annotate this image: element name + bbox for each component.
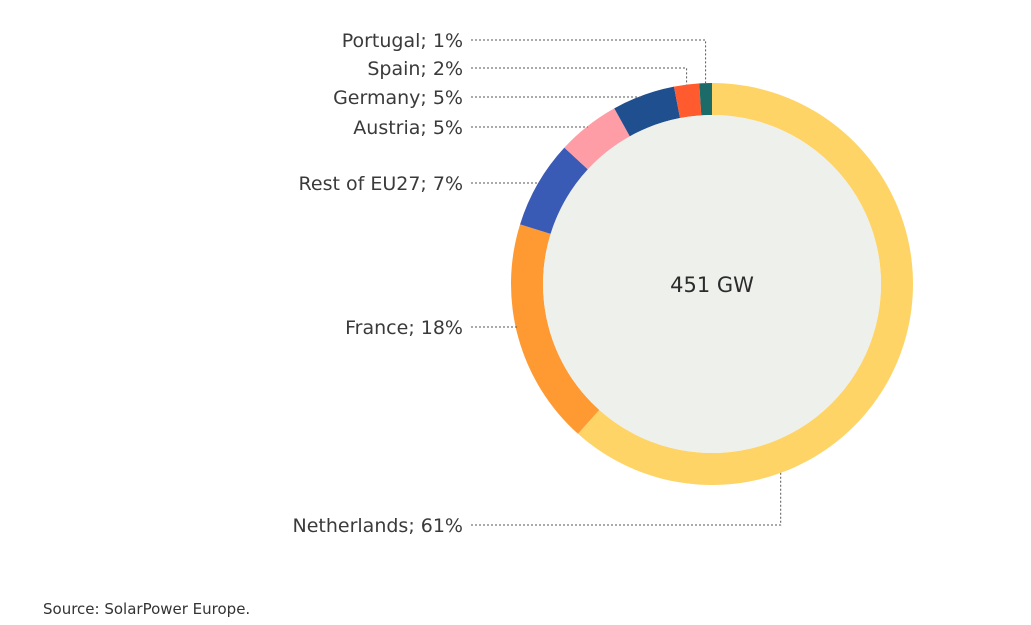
leader-line — [471, 67, 688, 85]
slice-label: Netherlands; 61% — [293, 515, 464, 537]
slice-label: Spain; 2% — [367, 58, 463, 80]
slice-austria — [564, 108, 630, 170]
donut-center-disc — [543, 115, 881, 453]
slice-label: France; 18% — [345, 317, 463, 339]
slice-rest-of-eu27 — [520, 147, 588, 234]
slice-netherlands — [577, 83, 913, 485]
slice-labels: Netherlands; 61% France; 18% Rest of EU27;… — [293, 30, 464, 537]
slice-france — [510, 224, 600, 434]
slice-label: Germany; 5% — [333, 87, 463, 109]
leader-line — [471, 39, 707, 84]
slice-portugal — [699, 83, 712, 116]
slice-label: Portugal; 1% — [342, 30, 463, 52]
donut-center-label: 451 GW — [670, 273, 754, 297]
source-note: Source: SolarPower Europe. — [43, 600, 251, 618]
leader-lines — [471, 39, 782, 526]
slice-label: Rest of EU27; 7% — [299, 173, 463, 195]
donut-chart: 451 GW Netherlands; 61% France; 18% Rest o… — [293, 30, 913, 537]
slice-label: Austria; 5% — [353, 117, 463, 139]
slice-germany — [614, 86, 681, 137]
slice-spain — [673, 83, 702, 119]
donut-slices — [510, 83, 913, 485]
leader-line — [471, 472, 782, 526]
